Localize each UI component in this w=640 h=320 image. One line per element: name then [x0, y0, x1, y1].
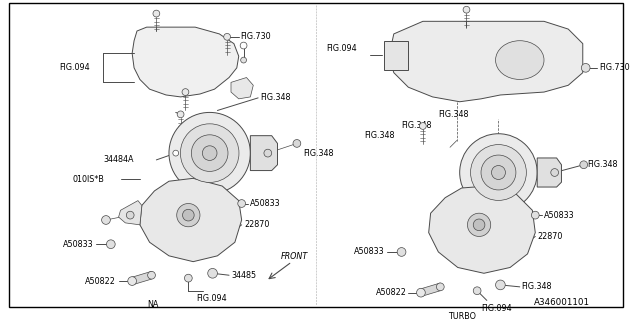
Text: FIG.094: FIG.094: [326, 44, 356, 53]
Text: 22870: 22870: [244, 220, 270, 229]
Text: A50822: A50822: [376, 288, 406, 297]
Text: FIG.348: FIG.348: [401, 122, 432, 131]
Circle shape: [202, 146, 217, 160]
Text: FIG.094: FIG.094: [60, 63, 90, 72]
Circle shape: [241, 57, 246, 63]
Circle shape: [492, 165, 506, 180]
Text: A346001101: A346001101: [534, 298, 590, 307]
Polygon shape: [231, 77, 253, 99]
Circle shape: [208, 268, 218, 278]
Circle shape: [102, 216, 110, 224]
Polygon shape: [140, 178, 242, 262]
Text: FIG.348: FIG.348: [365, 131, 396, 140]
Circle shape: [419, 123, 426, 129]
Circle shape: [551, 169, 559, 176]
Circle shape: [460, 134, 537, 211]
Circle shape: [473, 287, 481, 295]
Circle shape: [467, 213, 491, 236]
Text: FRONT: FRONT: [280, 252, 308, 261]
Text: FIG.348: FIG.348: [303, 148, 334, 158]
Polygon shape: [132, 27, 239, 97]
Text: FIG.348: FIG.348: [260, 93, 291, 102]
Circle shape: [240, 42, 247, 49]
Circle shape: [128, 277, 136, 285]
Text: A50833: A50833: [250, 199, 281, 208]
Text: A50833: A50833: [63, 240, 93, 249]
Text: A50822: A50822: [84, 276, 116, 285]
Polygon shape: [537, 158, 561, 187]
Polygon shape: [384, 41, 408, 70]
Circle shape: [417, 288, 426, 297]
Circle shape: [473, 219, 485, 231]
Text: TURBO: TURBO: [448, 312, 476, 320]
Circle shape: [182, 89, 189, 95]
Circle shape: [397, 248, 406, 256]
Polygon shape: [421, 283, 440, 297]
Circle shape: [224, 33, 230, 40]
Text: 22870: 22870: [537, 232, 563, 241]
Text: FIG.094: FIG.094: [481, 304, 511, 313]
Text: FIG.348: FIG.348: [522, 282, 552, 291]
Circle shape: [177, 111, 184, 118]
Circle shape: [184, 274, 192, 282]
Text: A50833: A50833: [353, 247, 384, 256]
Circle shape: [531, 211, 539, 219]
Text: FIG.348: FIG.348: [588, 160, 618, 169]
Circle shape: [106, 240, 115, 249]
Text: FIG.348: FIG.348: [438, 110, 469, 119]
Circle shape: [180, 124, 239, 182]
Circle shape: [581, 63, 590, 72]
Circle shape: [264, 149, 272, 157]
Text: FIG.094: FIG.094: [196, 294, 227, 303]
Polygon shape: [118, 201, 142, 225]
Polygon shape: [429, 186, 535, 273]
Circle shape: [481, 155, 516, 190]
Text: 010IS*B: 010IS*B: [72, 175, 104, 184]
Circle shape: [177, 204, 200, 227]
Text: NA: NA: [148, 300, 159, 309]
Circle shape: [126, 211, 134, 219]
Circle shape: [463, 6, 470, 13]
Circle shape: [191, 135, 228, 172]
Circle shape: [169, 112, 250, 194]
Ellipse shape: [495, 41, 544, 79]
Circle shape: [182, 209, 194, 221]
Text: 34485: 34485: [231, 271, 256, 280]
Circle shape: [580, 161, 588, 169]
Circle shape: [495, 280, 505, 290]
Polygon shape: [389, 21, 583, 102]
Text: FIG.730: FIG.730: [599, 63, 630, 72]
Circle shape: [153, 10, 160, 17]
Circle shape: [293, 140, 301, 147]
Circle shape: [173, 150, 179, 156]
Circle shape: [238, 200, 246, 207]
Text: 34484A: 34484A: [103, 156, 134, 164]
Circle shape: [436, 283, 444, 291]
Text: A50833: A50833: [544, 211, 575, 220]
Circle shape: [148, 271, 156, 279]
Text: FIG.730: FIG.730: [241, 32, 271, 41]
Circle shape: [470, 145, 526, 200]
Polygon shape: [132, 271, 152, 285]
Polygon shape: [250, 136, 278, 171]
